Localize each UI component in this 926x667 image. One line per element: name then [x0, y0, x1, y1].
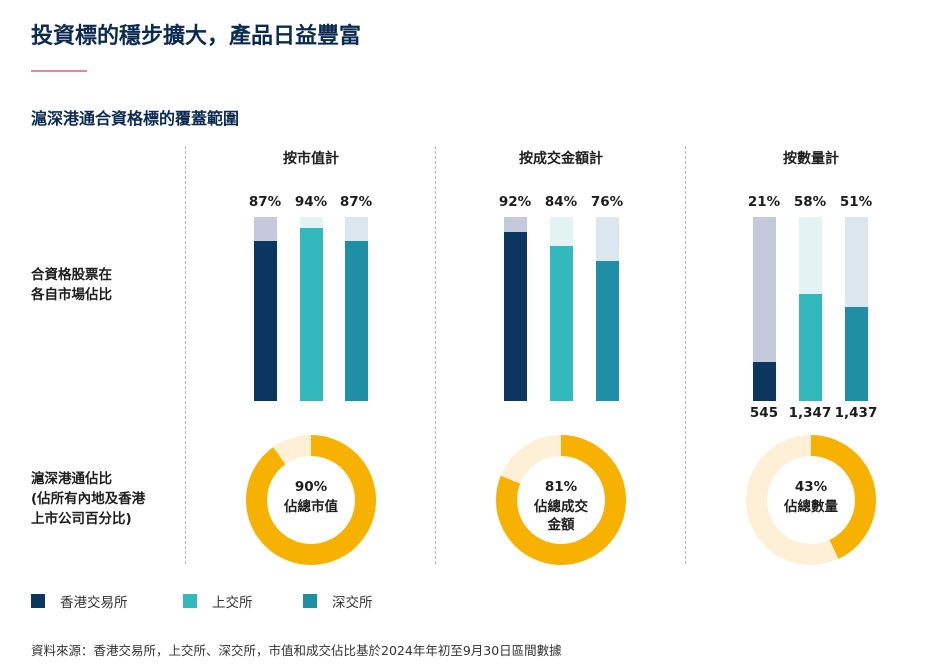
- bar: [844, 307, 868, 401]
- donut-value-label: 90%: [294, 479, 328, 495]
- bar: [595, 261, 619, 401]
- bars-row-label: 合資格股票在 各自市場佔比: [31, 267, 112, 303]
- legend-item-sse: 上交所: [183, 591, 253, 611]
- donut-slice: [496, 435, 626, 565]
- bar-value-label: 51%: [839, 194, 873, 210]
- legend-label: 深交所: [332, 595, 373, 611]
- donut-value-label: 43%: [794, 479, 828, 495]
- group-title: 按成交金額計: [519, 151, 603, 167]
- separator-3: [685, 146, 686, 564]
- bar-value-label: 87%: [339, 194, 373, 210]
- bar-count-label: 545: [749, 405, 779, 421]
- title-accent-line: [31, 70, 87, 72]
- bar: [798, 294, 822, 401]
- legend-swatch: [183, 594, 197, 608]
- separator-1: [185, 146, 186, 564]
- donut-slice: [746, 435, 876, 565]
- bar: [253, 240, 277, 401]
- group-title: 按市值計: [283, 151, 339, 167]
- bar-value-label: 21%: [747, 194, 781, 210]
- page-title: 投資標的穩步擴大，產品日益豐富: [31, 24, 362, 49]
- legend-label: 香港交易所: [60, 595, 128, 611]
- bar: [344, 240, 368, 401]
- group-title: 按數量計: [783, 151, 839, 167]
- donut-row-label: 滬深港通佔比 (佔所有內地及香港 上市公司百分比): [31, 471, 146, 527]
- bar-background: [752, 217, 776, 401]
- bar-value-label: 92%: [498, 194, 532, 210]
- bar: [299, 228, 323, 401]
- donut-slice: [246, 435, 376, 565]
- donut-caption: 佔總成交: [534, 499, 588, 515]
- bar: [752, 362, 776, 401]
- separator-2: [435, 146, 436, 564]
- bar-value-label: 84%: [544, 194, 578, 210]
- donut-caption: 佔總市值: [284, 499, 338, 515]
- donut-chart: [246, 435, 376, 565]
- bar: [503, 231, 527, 401]
- donut-chart: [746, 435, 876, 565]
- bar-value-label: 58%: [793, 194, 827, 210]
- donut-value-label: 81%: [544, 479, 578, 495]
- legend-label: 上交所: [212, 595, 253, 611]
- legend-swatch: [303, 594, 317, 608]
- source-footnote: 資料來源：香港交易所，上交所、深交所，市值和成交佔比基於2024年年初至9月30…: [31, 643, 562, 658]
- donut-chart: [496, 435, 626, 565]
- bar-value-label: 76%: [590, 194, 624, 210]
- chart-subtitle: 滬深港通合資格標的覆蓋範圍: [31, 109, 240, 128]
- bar-count-label: 1,437: [834, 405, 878, 421]
- bar-count-label: 1,347: [788, 405, 832, 421]
- donut-caption: 佔總數量: [784, 499, 838, 515]
- bar-value-label: 87%: [248, 194, 282, 210]
- legend-swatch: [31, 594, 45, 608]
- donut-caption: 金額: [547, 517, 575, 533]
- legend-item-szse: 深交所: [303, 591, 373, 611]
- legend-item-hkex: 香港交易所: [31, 591, 128, 611]
- bar: [549, 246, 573, 401]
- bar-value-label: 94%: [294, 194, 328, 210]
